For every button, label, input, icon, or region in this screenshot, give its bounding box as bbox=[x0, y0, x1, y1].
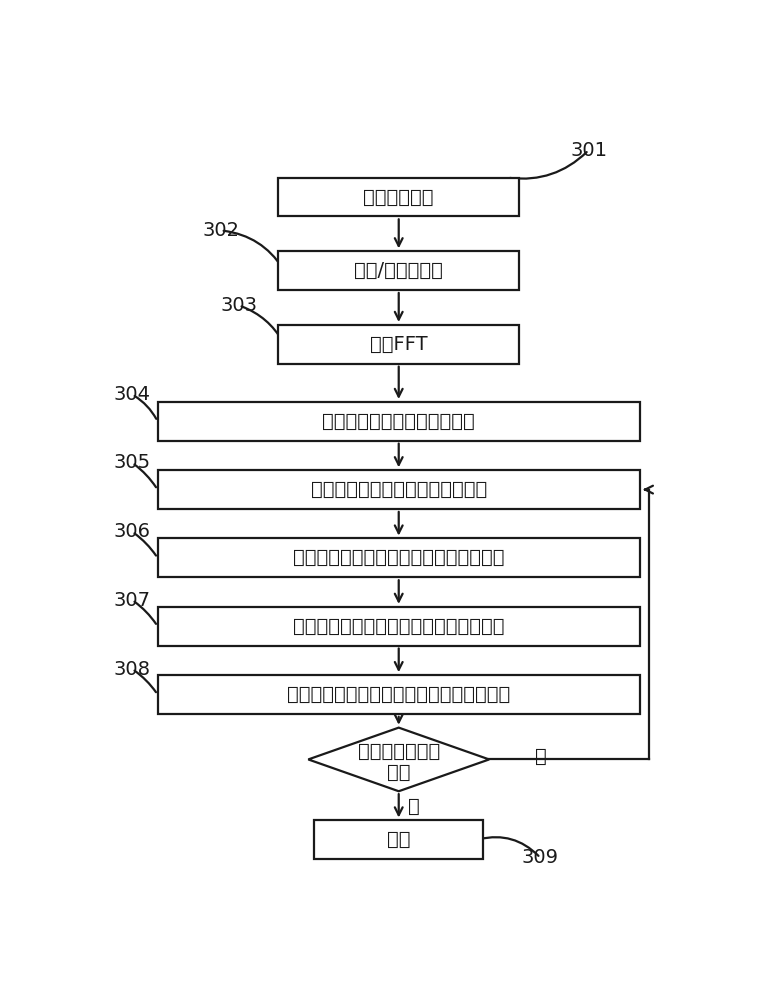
FancyBboxPatch shape bbox=[157, 470, 640, 509]
FancyBboxPatch shape bbox=[279, 325, 520, 364]
Text: 时域FFT: 时域FFT bbox=[370, 335, 428, 354]
Text: 输出: 输出 bbox=[387, 830, 411, 849]
Text: 306: 306 bbox=[114, 522, 151, 541]
Text: 是: 是 bbox=[534, 747, 546, 766]
Text: 303: 303 bbox=[220, 296, 258, 315]
Text: 否: 否 bbox=[408, 796, 419, 815]
FancyBboxPatch shape bbox=[157, 675, 640, 714]
FancyBboxPatch shape bbox=[157, 607, 640, 646]
Text: 304: 304 bbox=[114, 385, 151, 404]
FancyBboxPatch shape bbox=[314, 820, 483, 859]
Text: 301: 301 bbox=[570, 141, 607, 160]
Text: 在子阵波束域加权，实现给定方位干扰抑制: 在子阵波束域加权，实现给定方位干扰抑制 bbox=[287, 685, 510, 704]
Text: 划分子阵，并子阵级波束形成: 划分子阵，并子阵级波束形成 bbox=[322, 412, 475, 431]
Text: 对子阵域波束输出进行加权实现干扰抑制: 对子阵域波束输出进行加权实现干扰抑制 bbox=[293, 548, 504, 567]
Text: 扰？: 扰？ bbox=[387, 763, 411, 782]
Text: 快拍/的阵列数据: 快拍/的阵列数据 bbox=[354, 261, 443, 280]
Text: 307: 307 bbox=[114, 591, 151, 610]
FancyBboxPatch shape bbox=[279, 251, 520, 290]
FancyBboxPatch shape bbox=[279, 178, 520, 216]
Text: 302: 302 bbox=[202, 221, 240, 240]
Text: 设计零陷加权向量，对抑制宽度进行控制: 设计零陷加权向量，对抑制宽度进行控制 bbox=[293, 617, 504, 636]
FancyBboxPatch shape bbox=[157, 402, 640, 441]
Text: 305: 305 bbox=[114, 453, 151, 472]
Text: 308: 308 bbox=[114, 660, 151, 679]
Polygon shape bbox=[308, 728, 489, 791]
Text: 线阵接收数据: 线阵接收数据 bbox=[363, 188, 434, 207]
Text: 利用子阵级方位谱，确定干扰方位: 利用子阵级方位谱，确定干扰方位 bbox=[310, 480, 487, 499]
FancyBboxPatch shape bbox=[157, 538, 640, 577]
Text: 309: 309 bbox=[522, 848, 559, 867]
Text: 是否存在其他干: 是否存在其他干 bbox=[358, 742, 440, 761]
